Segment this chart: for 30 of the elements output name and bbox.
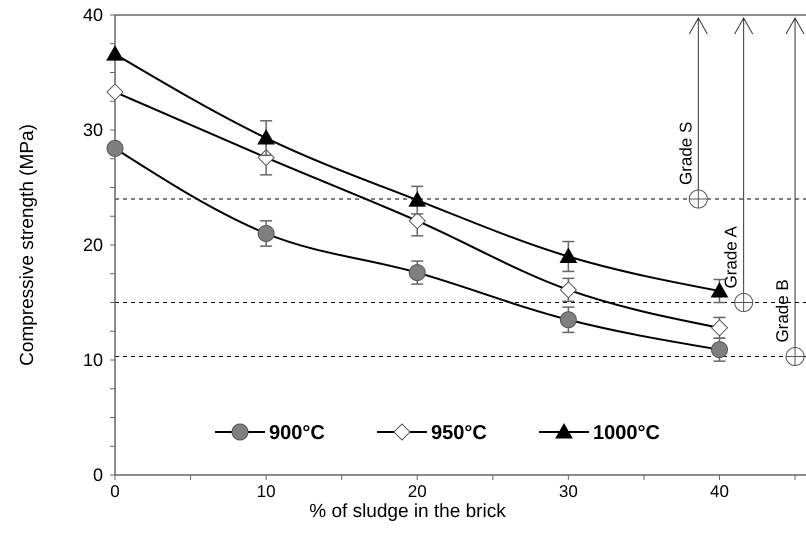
legend-label: 900°C: [269, 422, 325, 444]
annotation: Grade S: [676, 122, 696, 185]
point: [106, 140, 124, 157]
point: [560, 248, 577, 263]
point: [408, 192, 426, 207]
x-tick-label: 10: [256, 482, 276, 501]
legend-label: 950°C: [431, 422, 487, 444]
point: [710, 341, 728, 358]
y-tick-label: 30: [82, 120, 103, 140]
annotation: Grade A: [722, 225, 741, 288]
point: [106, 46, 124, 61]
x-tick-label: 40: [710, 482, 729, 501]
x-tick-label: 30: [558, 482, 578, 501]
y-tick-label: 0: [92, 465, 103, 485]
legend-label: 1000°C: [593, 422, 660, 444]
point: [408, 212, 426, 230]
point: [258, 130, 275, 145]
point: [408, 264, 426, 282]
y-tick-label: 10: [82, 350, 103, 370]
point: [106, 84, 124, 101]
point: [258, 225, 275, 242]
x-tick-label: 0: [110, 482, 120, 501]
point: [560, 311, 577, 328]
point: [560, 281, 577, 298]
y-axis-title: Compressive strength (MPa): [17, 124, 38, 366]
x-axis-title: % of sludge in the brick: [309, 501, 506, 522]
x-tick-label: 20: [408, 482, 427, 501]
y-tick-label: 40: [82, 5, 103, 25]
y-tick-label: 20: [82, 235, 103, 255]
annotation: Grade B: [773, 279, 792, 343]
